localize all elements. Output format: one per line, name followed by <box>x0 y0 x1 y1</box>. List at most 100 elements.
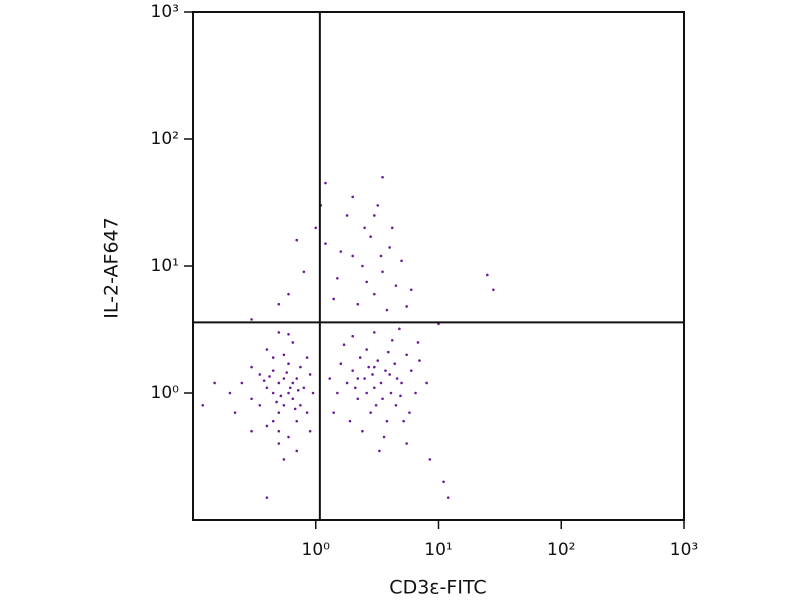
event-dot <box>348 419 352 423</box>
event-dot <box>282 377 286 380</box>
event-dot <box>492 288 495 292</box>
event-dot <box>373 331 376 334</box>
event-dot <box>328 377 332 380</box>
event-dot <box>305 411 309 414</box>
event-dot <box>287 362 290 366</box>
event-dot <box>332 297 335 301</box>
event-dot <box>293 407 297 411</box>
event-dot <box>389 391 393 395</box>
event-dot <box>390 338 394 342</box>
plot-frame <box>192 11 685 521</box>
event-dot <box>425 381 428 385</box>
y-tick-label: 10² <box>151 129 179 149</box>
event-dot <box>271 391 275 395</box>
event-dot <box>277 429 281 433</box>
event-dot <box>365 348 368 351</box>
event-dot <box>363 226 366 230</box>
event-dot <box>282 404 286 407</box>
event-dot <box>409 369 413 372</box>
event-dot <box>262 379 266 382</box>
event-dot <box>288 386 292 390</box>
event-dot <box>295 419 299 423</box>
y-tick-label: 10⁰ <box>151 383 180 403</box>
event-dot <box>277 381 281 385</box>
event-dot <box>295 449 299 453</box>
event-dot <box>395 377 399 380</box>
event-dot <box>339 362 343 366</box>
event-dot <box>416 341 420 344</box>
x-tick-label: 10⁰ <box>302 540 331 560</box>
event-dot <box>390 226 394 230</box>
event-dot <box>240 381 244 385</box>
x-tick-label: 10³ <box>670 540 698 560</box>
event-dot <box>394 404 398 407</box>
event-dot <box>277 442 281 445</box>
event-dot <box>345 214 349 217</box>
event-dot <box>356 377 360 380</box>
event-dot <box>356 397 360 401</box>
event-dot <box>373 214 376 217</box>
event-dot <box>201 404 205 407</box>
event-dot <box>379 381 383 385</box>
event-dot <box>271 369 275 372</box>
event-dot <box>363 377 366 380</box>
event-dot <box>287 391 290 395</box>
event-dot <box>428 458 432 461</box>
event-dot <box>400 259 403 263</box>
event-dot <box>361 429 364 433</box>
event-dot <box>388 373 391 376</box>
event-dot <box>405 442 408 445</box>
event-dot <box>324 181 327 185</box>
event-dot <box>271 419 275 423</box>
event-dot <box>277 331 281 334</box>
event-dot <box>287 332 290 336</box>
event-dot <box>250 365 253 369</box>
event-dot <box>399 394 402 398</box>
event-dot <box>369 411 372 414</box>
x-tick-label: 10² <box>547 540 575 560</box>
event-dot <box>418 359 421 362</box>
event-dot <box>373 292 376 296</box>
y-tick-label: 10¹ <box>151 256 179 276</box>
event-dot <box>268 375 271 378</box>
event-dot <box>351 369 355 372</box>
y-axis-title: IL-2-AF647 <box>101 217 123 318</box>
event-dot <box>361 264 364 268</box>
event-dot <box>311 391 315 395</box>
event-dot <box>233 411 237 414</box>
event-dot <box>287 435 290 439</box>
event-dot <box>228 391 232 395</box>
event-dot <box>373 365 376 369</box>
event-dot <box>371 373 374 376</box>
event-dot <box>342 343 346 347</box>
event-dot <box>277 411 281 414</box>
event-dot <box>302 386 306 390</box>
event-dot <box>287 292 290 296</box>
event-dot <box>374 404 378 407</box>
event-dot <box>336 277 339 280</box>
event-dot <box>265 496 269 499</box>
event-dot <box>291 381 295 385</box>
event-dot <box>382 435 386 439</box>
event-dot <box>271 356 275 359</box>
event-dot <box>305 356 309 359</box>
event-dot <box>296 389 300 392</box>
event-dot <box>354 386 357 390</box>
event-dot <box>378 449 381 453</box>
event-dot <box>376 359 380 362</box>
event-dot <box>356 302 360 306</box>
event-dot <box>381 175 384 179</box>
event-dot <box>250 429 253 433</box>
event-dot <box>388 246 391 249</box>
event-dot <box>295 238 299 242</box>
event-dot <box>408 411 411 414</box>
event-dot <box>332 411 335 414</box>
event-dot <box>339 250 343 253</box>
event-dot <box>265 386 269 390</box>
event-dot <box>295 377 299 380</box>
event-dot <box>394 284 398 287</box>
event-dot <box>351 254 355 258</box>
event-dot <box>285 371 289 374</box>
event-dot <box>446 496 450 499</box>
event-dot <box>314 226 318 230</box>
